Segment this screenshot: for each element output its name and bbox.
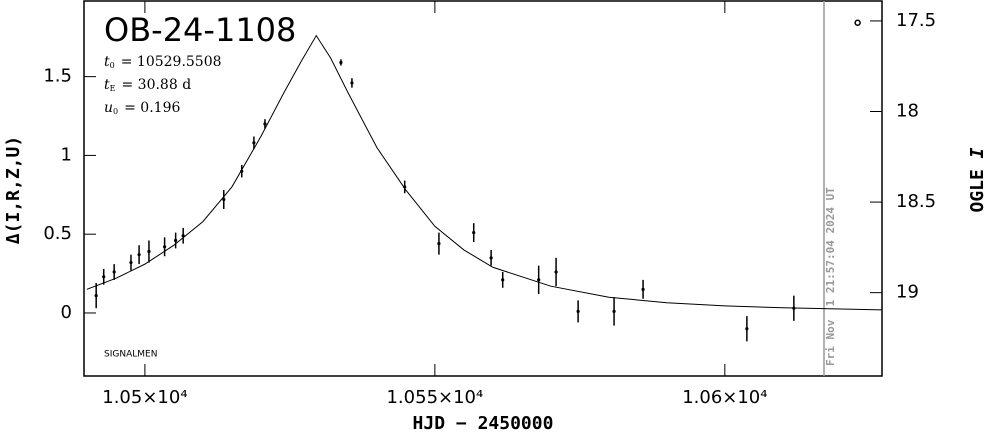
data-point [350, 81, 354, 85]
data-point [537, 278, 541, 282]
data-point [403, 185, 407, 189]
data-point [576, 309, 580, 313]
y2-axis-label-name: OGLE [967, 169, 986, 212]
data-point [489, 256, 493, 260]
data-point [240, 169, 244, 173]
chart-title: OB-24-1108 [104, 11, 296, 49]
y-tick-label: 0 [61, 302, 72, 323]
x-tick-label: 1.055×10⁴ [386, 387, 483, 408]
parameter-subscript: 0 [110, 61, 115, 70]
y-axis-label: Δ(I,R,Z,U) [3, 136, 24, 244]
data-point [181, 234, 185, 238]
data-point [222, 197, 226, 202]
parameter-subscript: E [110, 84, 116, 93]
fit-parameter: tE = 30.88 d [104, 77, 191, 93]
data-point [472, 231, 476, 235]
credit: SIGNALMEN [104, 350, 157, 360]
ogle-point [854, 19, 861, 26]
data-point [554, 270, 558, 274]
data-point [612, 309, 616, 313]
y-tick-label: 1 [61, 144, 72, 165]
parameter-value: = 0.196 [124, 100, 180, 116]
y2-tick-label: 18.5 [896, 191, 936, 212]
parameter-symbol: t [104, 77, 110, 93]
y2-tick-label: 18 [896, 101, 919, 122]
y2-tick-label: 17.5 [896, 10, 936, 31]
parameter-value: = 10529.5508 [121, 54, 222, 70]
x-axis-label: HJD − 2450000 [413, 413, 554, 434]
data-point [437, 242, 441, 246]
plot-frame [83, 0, 883, 377]
parameter-symbol: t [104, 54, 110, 70]
data-point [252, 141, 256, 145]
date-label: Fri Nov 1 21:57:04 2024 UT [824, 187, 837, 366]
data-point [792, 306, 796, 310]
data-point [745, 327, 749, 331]
fit-parameter: t0 = 10529.5508 [104, 54, 222, 70]
y2-axis-label: OGLE I [967, 147, 986, 212]
y2-tick-label: 19 [896, 282, 919, 303]
y2-axis-label-symbol: I [967, 147, 986, 158]
data-point [94, 294, 98, 298]
data-point [174, 238, 178, 243]
data-point [641, 287, 645, 291]
parameter-subscript: 0 [113, 107, 118, 116]
y-tick-label: 1.5 [43, 66, 72, 87]
parameter-symbol: u [104, 100, 113, 116]
data-point [339, 60, 343, 65]
x-tick-label: 1.05×10⁴ [102, 387, 187, 408]
data-point [263, 122, 267, 126]
data-point [137, 253, 141, 257]
data-point [102, 275, 106, 279]
data-point [163, 245, 167, 249]
data-point [129, 260, 133, 265]
parameter-value: = 30.88 d [121, 77, 191, 93]
data-point [501, 278, 505, 282]
fit-parameter: u0 = 0.196 [104, 100, 180, 116]
y-tick-label: 0.5 [43, 223, 72, 244]
model-curve [86, 34, 882, 311]
data-point [112, 270, 116, 274]
x-tick-label: 1.06×10⁴ [682, 387, 767, 408]
data-point [147, 249, 151, 254]
